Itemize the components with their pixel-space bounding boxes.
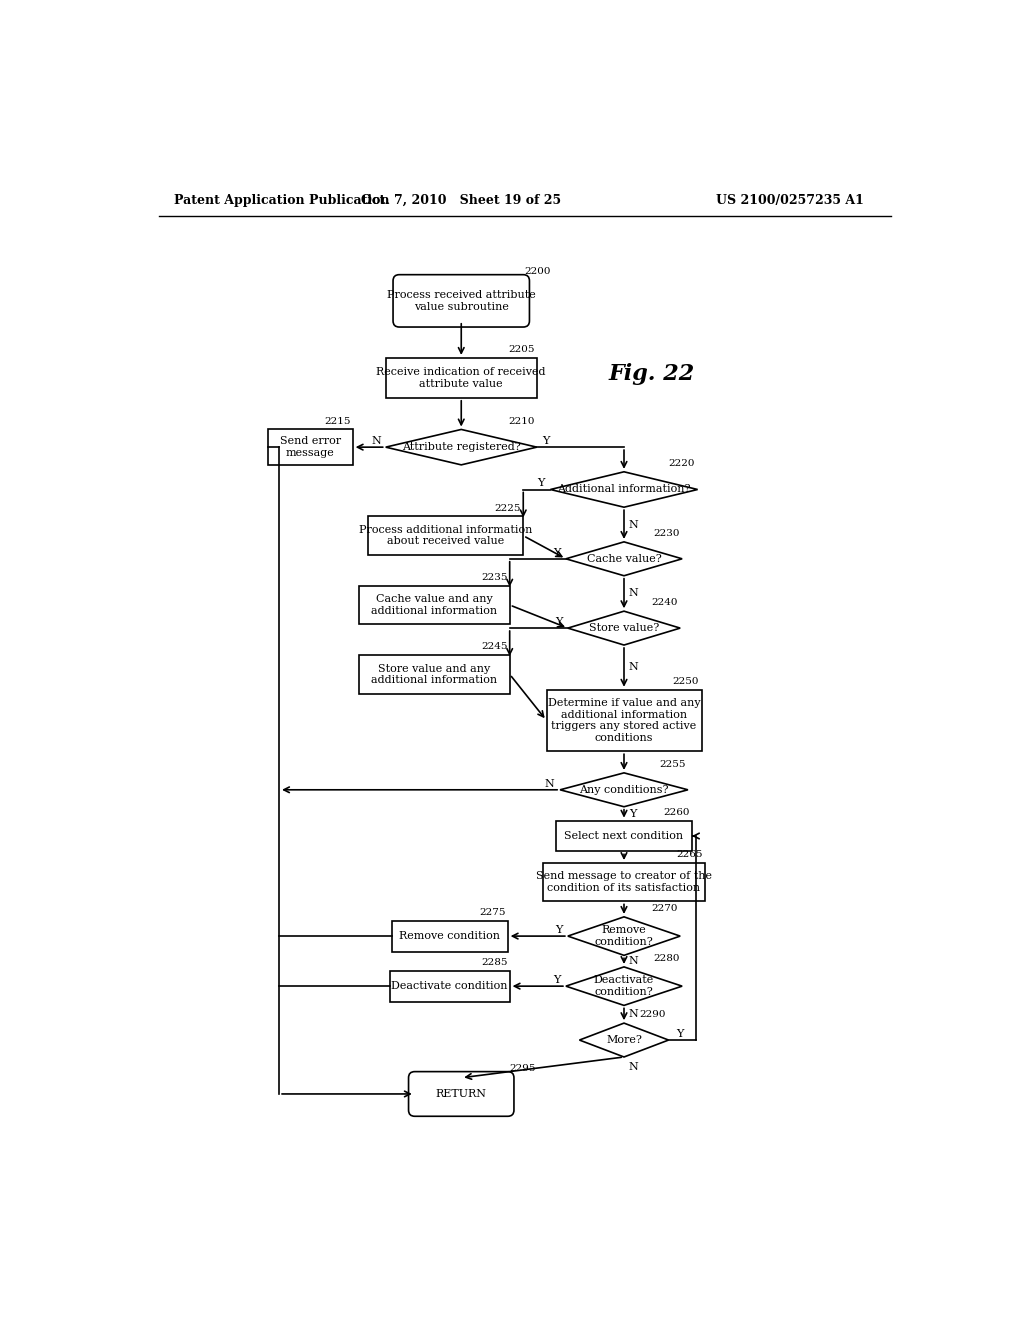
- FancyBboxPatch shape: [393, 275, 529, 327]
- Text: 2285: 2285: [481, 958, 507, 966]
- Text: Store value and any
additional information: Store value and any additional informati…: [371, 664, 498, 685]
- Text: N: N: [545, 779, 554, 788]
- Bar: [369, 516, 523, 554]
- FancyBboxPatch shape: [409, 1072, 514, 1117]
- Text: Y: Y: [555, 925, 562, 935]
- Text: 2205: 2205: [508, 345, 535, 354]
- Polygon shape: [568, 917, 680, 956]
- Text: Process additional information
about received value: Process additional information about rec…: [359, 525, 532, 546]
- Text: 2220: 2220: [669, 459, 695, 469]
- Text: Deactivate
condition?: Deactivate condition?: [594, 975, 654, 997]
- Text: Y: Y: [553, 975, 560, 985]
- Bar: [358, 586, 510, 624]
- Polygon shape: [568, 611, 680, 645]
- Text: 2255: 2255: [659, 760, 686, 770]
- Bar: [386, 358, 537, 397]
- Bar: [543, 863, 706, 902]
- Polygon shape: [386, 429, 537, 465]
- Bar: [389, 970, 510, 1002]
- Bar: [547, 689, 701, 751]
- Polygon shape: [580, 1023, 669, 1057]
- Bar: [391, 921, 508, 952]
- Text: 2215: 2215: [324, 417, 350, 425]
- Text: Y: Y: [555, 616, 562, 627]
- Text: 2240: 2240: [651, 598, 678, 607]
- Text: N: N: [629, 520, 638, 529]
- Text: 2230: 2230: [653, 529, 680, 539]
- Polygon shape: [566, 966, 682, 1006]
- Text: More?: More?: [606, 1035, 642, 1045]
- Text: Cache value and any
additional information: Cache value and any additional informati…: [371, 594, 498, 616]
- Text: Deactivate condition: Deactivate condition: [391, 981, 508, 991]
- Polygon shape: [566, 543, 682, 576]
- Text: 2250: 2250: [673, 677, 699, 686]
- Text: N: N: [629, 1010, 638, 1019]
- Text: 2210: 2210: [508, 417, 535, 425]
- Text: 2225: 2225: [495, 504, 521, 512]
- Text: Y: Y: [553, 548, 560, 557]
- Text: 2275: 2275: [479, 908, 506, 917]
- Polygon shape: [550, 471, 697, 507]
- Text: 2290: 2290: [640, 1010, 667, 1019]
- Text: Remove
condition?: Remove condition?: [595, 925, 653, 946]
- Text: Fig. 22: Fig. 22: [608, 363, 694, 385]
- Text: Select next condition: Select next condition: [564, 832, 684, 841]
- Text: Receive indication of received
attribute value: Receive indication of received attribute…: [377, 367, 546, 388]
- Text: N: N: [629, 589, 638, 598]
- Text: Y: Y: [543, 436, 550, 446]
- Text: Process received attribute
value subroutine: Process received attribute value subrout…: [387, 290, 536, 312]
- Text: Oct. 7, 2010   Sheet 19 of 25: Oct. 7, 2010 Sheet 19 of 25: [361, 194, 561, 207]
- Text: Send message to creator of the
condition of its satisfaction: Send message to creator of the condition…: [536, 871, 712, 894]
- Text: Y: Y: [538, 478, 545, 488]
- Text: Send error
message: Send error message: [280, 437, 341, 458]
- Text: Additional information?: Additional information?: [557, 484, 691, 495]
- Text: N: N: [629, 1063, 638, 1072]
- Text: Determine if value and any
additional information
triggers any stored active
con: Determine if value and any additional in…: [548, 698, 700, 743]
- Text: 2260: 2260: [663, 808, 689, 817]
- Text: 2265: 2265: [677, 850, 703, 859]
- Text: 2245: 2245: [481, 643, 507, 651]
- Text: 2200: 2200: [524, 267, 551, 276]
- Text: N: N: [372, 436, 381, 446]
- Text: US 2100/0257235 A1: US 2100/0257235 A1: [717, 194, 864, 207]
- Text: Y: Y: [676, 1028, 683, 1039]
- Text: Y: Y: [630, 809, 637, 818]
- Bar: [267, 429, 352, 465]
- Text: Patent Application Publication: Patent Application Publication: [174, 194, 390, 207]
- Text: Any conditions?: Any conditions?: [580, 785, 669, 795]
- Text: 2295: 2295: [509, 1064, 536, 1073]
- Text: Remove condition: Remove condition: [399, 931, 500, 941]
- Text: 2235: 2235: [481, 573, 507, 582]
- Bar: [358, 655, 510, 693]
- Text: Attribute registered?: Attribute registered?: [401, 442, 520, 453]
- Polygon shape: [560, 774, 688, 807]
- Text: Store value?: Store value?: [589, 623, 659, 634]
- Text: 2270: 2270: [651, 904, 678, 913]
- Bar: [556, 821, 692, 851]
- Text: RETURN: RETURN: [436, 1089, 486, 1100]
- Text: N: N: [629, 663, 638, 672]
- Text: Cache value?: Cache value?: [587, 554, 662, 564]
- Text: 2280: 2280: [653, 954, 680, 964]
- Text: N: N: [629, 956, 638, 966]
